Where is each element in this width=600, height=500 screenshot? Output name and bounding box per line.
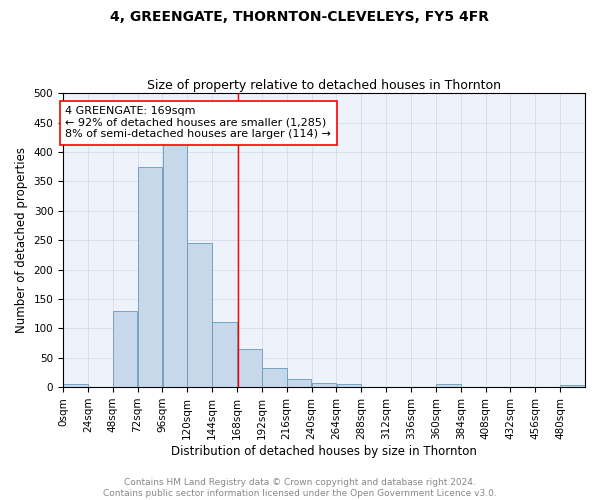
Bar — [187, 243, 212, 387]
Bar — [237, 349, 262, 387]
Bar — [262, 368, 287, 387]
Bar — [312, 383, 336, 387]
Bar — [138, 166, 162, 387]
Bar — [113, 310, 137, 387]
Bar — [63, 384, 88, 387]
Bar — [560, 386, 585, 387]
Bar — [212, 322, 237, 387]
Bar — [163, 143, 187, 387]
X-axis label: Distribution of detached houses by size in Thornton: Distribution of detached houses by size … — [171, 444, 477, 458]
Text: 4, GREENGATE, THORNTON-CLEVELEYS, FY5 4FR: 4, GREENGATE, THORNTON-CLEVELEYS, FY5 4F… — [110, 10, 490, 24]
Bar — [287, 379, 311, 387]
Text: 4 GREENGATE: 169sqm
← 92% of detached houses are smaller (1,285)
8% of semi-deta: 4 GREENGATE: 169sqm ← 92% of detached ho… — [65, 106, 331, 140]
Bar — [337, 384, 361, 387]
Bar — [436, 384, 461, 387]
Text: Contains HM Land Registry data © Crown copyright and database right 2024.
Contai: Contains HM Land Registry data © Crown c… — [103, 478, 497, 498]
Title: Size of property relative to detached houses in Thornton: Size of property relative to detached ho… — [147, 79, 501, 92]
Y-axis label: Number of detached properties: Number of detached properties — [15, 147, 28, 333]
